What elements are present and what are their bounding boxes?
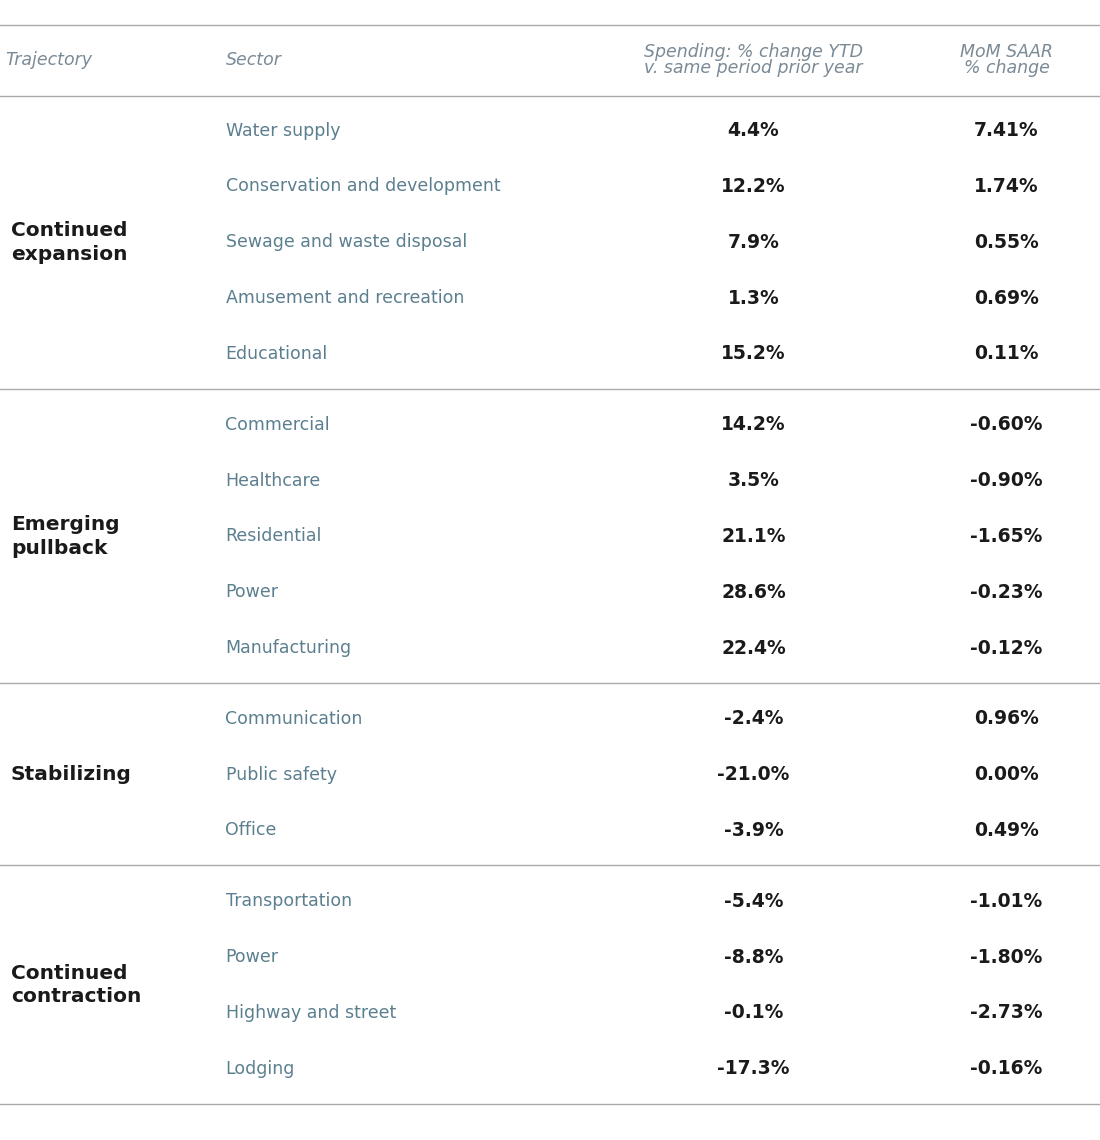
Text: -0.12%: -0.12% bbox=[970, 638, 1043, 658]
Text: -0.23%: -0.23% bbox=[970, 583, 1043, 602]
Text: Lodging: Lodging bbox=[226, 1060, 295, 1077]
Text: 7.41%: 7.41% bbox=[975, 121, 1038, 140]
Text: -1.01%: -1.01% bbox=[970, 891, 1043, 911]
Text: Continued
expansion: Continued expansion bbox=[11, 221, 128, 263]
Text: -1.65%: -1.65% bbox=[970, 527, 1043, 546]
Text: Sector: Sector bbox=[226, 51, 282, 70]
Text: -1.80%: -1.80% bbox=[970, 947, 1043, 967]
Text: -3.9%: -3.9% bbox=[724, 821, 783, 840]
Text: Residential: Residential bbox=[226, 528, 322, 545]
Text: -2.73%: -2.73% bbox=[970, 1003, 1043, 1023]
Text: Conservation and development: Conservation and development bbox=[226, 178, 500, 195]
Text: Sewage and waste disposal: Sewage and waste disposal bbox=[226, 234, 466, 251]
Text: 0.55%: 0.55% bbox=[975, 233, 1038, 252]
Text: -8.8%: -8.8% bbox=[724, 947, 783, 967]
Text: 1.74%: 1.74% bbox=[975, 177, 1038, 196]
Text: 14.2%: 14.2% bbox=[722, 415, 785, 434]
Text: Educational: Educational bbox=[226, 345, 328, 363]
Text: -2.4%: -2.4% bbox=[724, 709, 783, 728]
Text: 3.5%: 3.5% bbox=[727, 471, 780, 490]
Text: 22.4%: 22.4% bbox=[722, 638, 785, 658]
Text: v. same period prior year: v. same period prior year bbox=[645, 59, 862, 78]
Text: Continued
contraction: Continued contraction bbox=[11, 963, 142, 1007]
Text: Stabilizing: Stabilizing bbox=[11, 765, 132, 784]
Text: -0.1%: -0.1% bbox=[724, 1003, 783, 1023]
Text: Manufacturing: Manufacturing bbox=[226, 640, 352, 657]
Text: -5.4%: -5.4% bbox=[724, 891, 783, 911]
Text: Trajectory: Trajectory bbox=[6, 51, 92, 70]
Text: Spending: % change YTD: Spending: % change YTD bbox=[644, 43, 864, 62]
Text: Amusement and recreation: Amusement and recreation bbox=[226, 290, 464, 307]
Text: 1.3%: 1.3% bbox=[727, 288, 780, 308]
Text: Transportation: Transportation bbox=[226, 893, 352, 910]
Text: 12.2%: 12.2% bbox=[722, 177, 785, 196]
Text: Healthcare: Healthcare bbox=[226, 472, 321, 489]
Text: Commercial: Commercial bbox=[226, 416, 330, 433]
Text: -21.0%: -21.0% bbox=[717, 765, 790, 784]
Text: Public safety: Public safety bbox=[226, 766, 337, 783]
Text: 21.1%: 21.1% bbox=[722, 527, 785, 546]
Text: Office: Office bbox=[226, 822, 277, 839]
Text: -0.90%: -0.90% bbox=[970, 471, 1043, 490]
Text: 0.96%: 0.96% bbox=[975, 709, 1038, 728]
Text: -0.60%: -0.60% bbox=[970, 415, 1043, 434]
Text: 7.9%: 7.9% bbox=[727, 233, 780, 252]
Text: -17.3%: -17.3% bbox=[717, 1059, 790, 1078]
Text: 0.11%: 0.11% bbox=[975, 344, 1038, 364]
Text: Emerging
pullback: Emerging pullback bbox=[11, 515, 120, 557]
Text: MoM SAAR: MoM SAAR bbox=[960, 43, 1053, 62]
Text: -0.16%: -0.16% bbox=[970, 1059, 1043, 1078]
Text: Highway and street: Highway and street bbox=[226, 1004, 396, 1021]
Text: 28.6%: 28.6% bbox=[722, 583, 785, 602]
Text: Water supply: Water supply bbox=[226, 122, 340, 139]
Text: 0.69%: 0.69% bbox=[975, 288, 1038, 308]
Text: % change: % change bbox=[964, 59, 1049, 78]
Text: 0.49%: 0.49% bbox=[975, 821, 1038, 840]
Text: 0.00%: 0.00% bbox=[975, 765, 1038, 784]
Text: 15.2%: 15.2% bbox=[722, 344, 785, 364]
Text: Communication: Communication bbox=[226, 710, 363, 727]
Text: Power: Power bbox=[226, 584, 278, 601]
Text: 4.4%: 4.4% bbox=[727, 121, 780, 140]
Text: Power: Power bbox=[226, 948, 278, 966]
